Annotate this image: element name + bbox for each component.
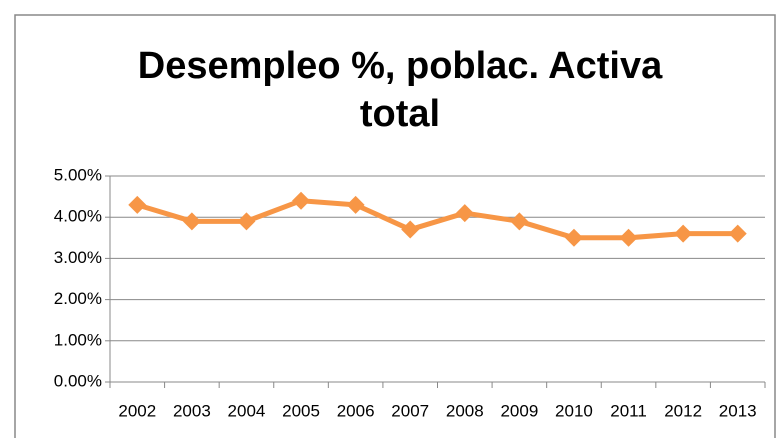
x-tick-label: 2011 (610, 401, 647, 420)
series-line (136, 198, 738, 241)
data-point (619, 228, 638, 247)
y-tick-label: 3.00% (54, 248, 102, 267)
data-point (455, 204, 474, 223)
data-point (346, 195, 365, 214)
y-tick-label: 4.00% (54, 207, 102, 226)
x-tick-label: 2007 (391, 401, 429, 420)
y-tick-label: 1.00% (54, 330, 102, 349)
data-point (510, 212, 529, 231)
y-tick-label: 2.00% (54, 289, 102, 308)
x-tick-label: 2005 (282, 401, 320, 420)
data-point (401, 220, 420, 239)
x-tick-label: 2002 (118, 401, 156, 420)
x-tick-label: 2003 (173, 401, 211, 420)
data-point (564, 228, 583, 247)
data-point (674, 224, 693, 243)
data-point (182, 212, 201, 231)
x-tick-label: 2004 (228, 401, 266, 420)
x-tick-label: 2010 (555, 401, 593, 420)
data-point (728, 224, 747, 243)
data-point (237, 212, 256, 231)
x-tick-label: 2006 (337, 401, 375, 420)
data-point (292, 191, 311, 210)
data-point (128, 195, 147, 214)
chart-frame (14, 14, 776, 443)
chart-title: Desempleo %, poblac. Activa total (138, 45, 663, 135)
x-tick-label: 2008 (446, 401, 484, 420)
y-tick-label: 5.00% (54, 165, 102, 184)
y-tick-label: 0.00% (54, 371, 102, 390)
x-tick-label: 2009 (500, 401, 538, 420)
x-tick-label: 2013 (719, 401, 757, 420)
x-tick-label: 2012 (664, 401, 702, 420)
